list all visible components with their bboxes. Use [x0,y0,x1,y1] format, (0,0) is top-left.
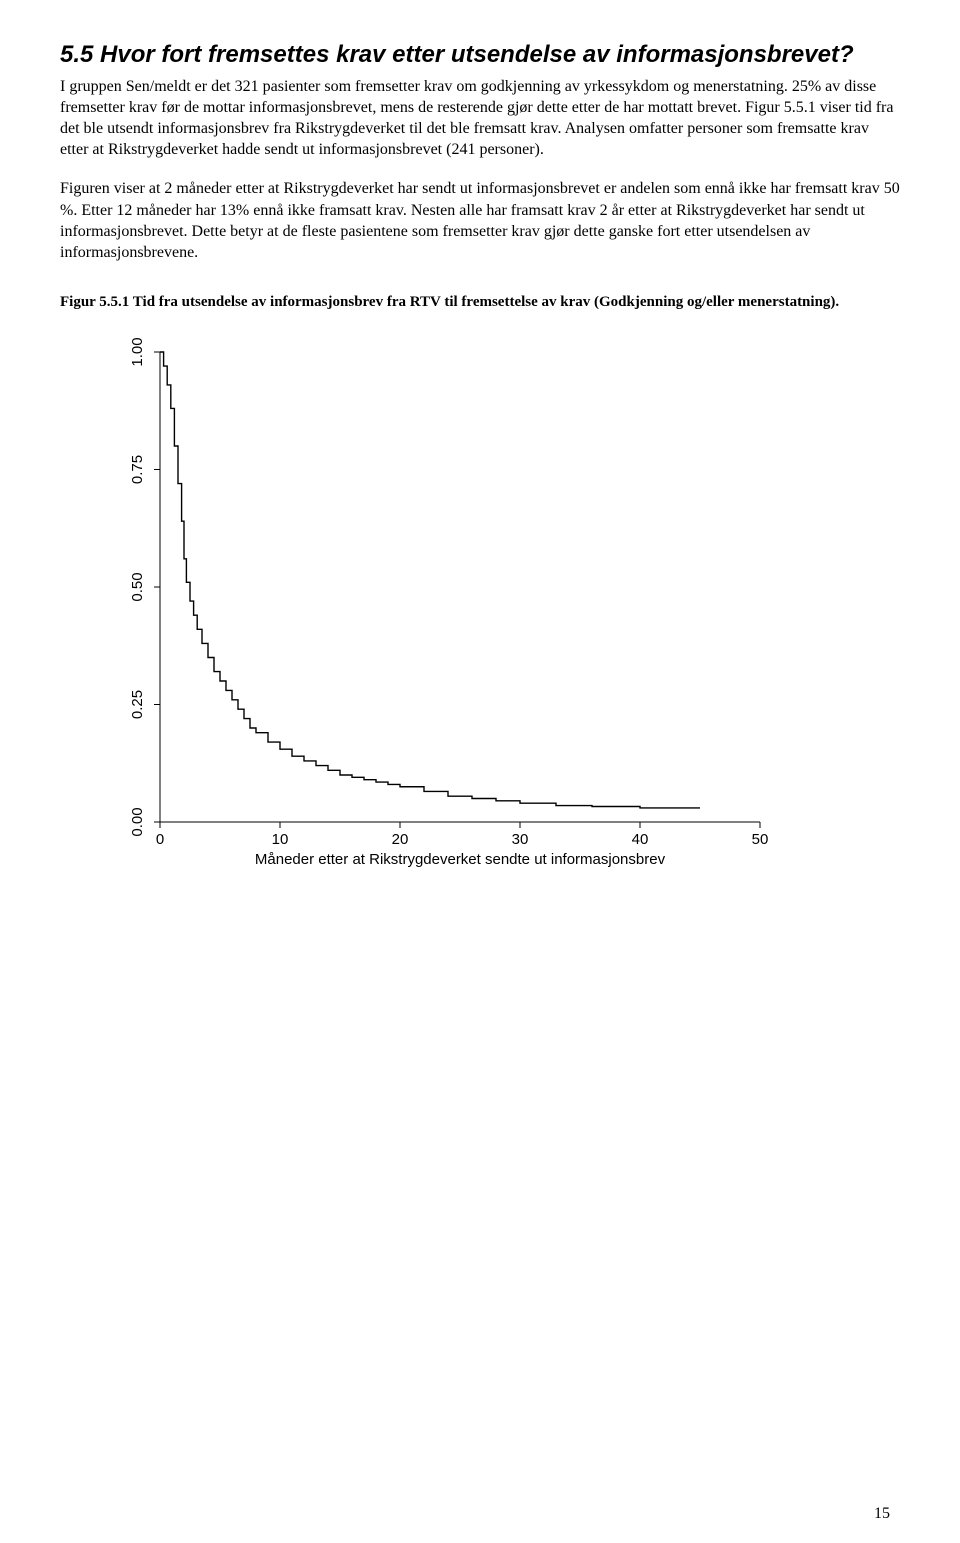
paragraph-1: I gruppen Sen/meldt er det 321 pasienter… [60,76,900,160]
svg-text:1.00: 1.00 [129,338,146,367]
svg-text:0.50: 0.50 [129,573,146,602]
svg-text:0.00: 0.00 [129,808,146,837]
page-number: 15 [874,1505,890,1523]
svg-text:0.75: 0.75 [129,455,146,484]
svg-text:0: 0 [156,831,164,848]
survival-chart: 0.00 0.25 0.50 0.75 1.00 0 10 20 30 40 50 Måneder e… [90,332,790,892]
svg-text:50: 50 [752,831,769,848]
section-heading: 5.5 Hvor fort fremsettes krav etter utse… [60,40,900,70]
svg-text:10: 10 [272,831,289,848]
svg-text:20: 20 [392,831,409,848]
svg-text:40: 40 [632,831,649,848]
paragraph-2: Figuren viser at 2 måneder etter at Riks… [60,178,900,262]
figure-caption: Figur 5.5.1 Tid fra utsendelse av inform… [60,293,900,313]
svg-text:30: 30 [512,831,529,848]
svg-text:0.25: 0.25 [129,690,146,719]
svg-text:Måneder etter at Rikstrygdever: Måneder etter at Rikstrygdeverket sendte… [255,851,666,868]
